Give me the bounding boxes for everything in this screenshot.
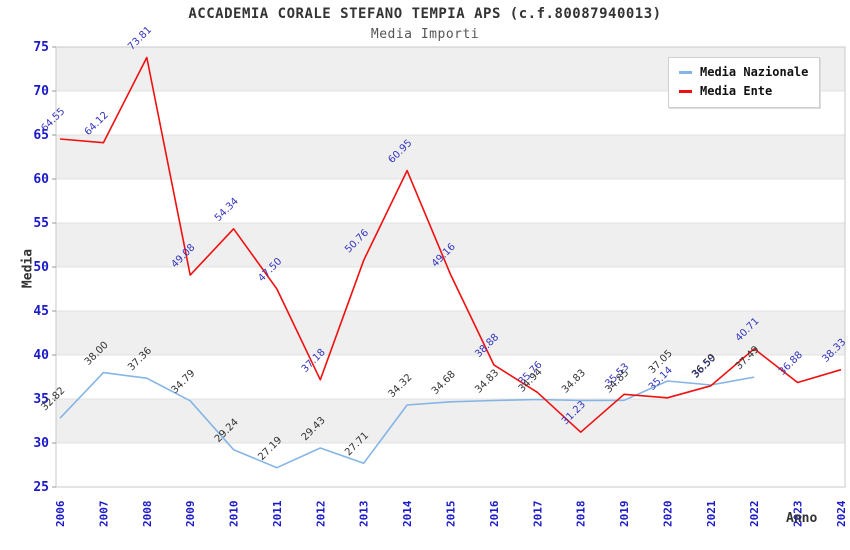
x-tick-label: 2016 xyxy=(488,500,501,527)
legend-item-media-nazionale: Media Nazionale xyxy=(679,65,819,79)
legend-item-media-ente: Media Ente xyxy=(679,84,819,98)
x-tick-label: 2023 xyxy=(792,501,805,528)
x-tick-label: 2015 xyxy=(445,501,458,528)
x-tick-label: 2024 xyxy=(835,500,848,527)
y-tick-label: 35 xyxy=(33,392,49,407)
y-tick-label: 75 xyxy=(33,40,49,55)
y-tick-label: 30 xyxy=(33,436,49,451)
legend: Media Nazionale Media Ente xyxy=(668,57,820,108)
grid-band xyxy=(56,399,845,443)
point-label-nazionale: 34.83 xyxy=(473,368,501,396)
point-label-nazionale: 36.59 xyxy=(690,352,718,380)
x-tick-label: 2018 xyxy=(575,501,588,528)
chart-subtitle: Media Importi xyxy=(370,27,480,42)
point-label-nazionale: 34.83 xyxy=(560,368,588,396)
point-label-ente: 64.12 xyxy=(83,110,111,138)
y-tick-label: 25 xyxy=(33,480,49,495)
x-tick-label: 2011 xyxy=(271,500,284,527)
x-tick-label: 2009 xyxy=(184,501,197,528)
point-label-ente: 64.55 xyxy=(39,106,67,134)
x-tick-label: 2021 xyxy=(705,500,718,527)
x-tick-label: 2010 xyxy=(228,501,241,528)
point-label-ente: 54.34 xyxy=(213,196,241,224)
point-label-nazionale: 34.32 xyxy=(386,372,414,400)
y-tick-label: 70 xyxy=(33,84,49,99)
x-tick-label: 2022 xyxy=(748,501,761,528)
y-tick-label: 60 xyxy=(33,172,49,187)
y-tick-label: 65 xyxy=(33,128,49,143)
series-line-media-ente xyxy=(59,56,842,434)
x-tick-label: 2019 xyxy=(618,501,631,528)
x-tick-label: 2020 xyxy=(661,501,674,528)
x-tick-label: 2014 xyxy=(401,500,414,527)
point-label-nazionale: 34.68 xyxy=(430,369,458,397)
x-tick-label: 2017 xyxy=(531,501,544,528)
x-tick-label: 2006 xyxy=(54,500,67,527)
legend-swatch-ente-icon xyxy=(679,89,692,93)
grid-band xyxy=(56,135,845,179)
chart-title: ACCADEMIA CORALE STEFANO TEMPIA APS (c.f… xyxy=(188,6,662,22)
x-tick-label: 2008 xyxy=(141,501,154,528)
point-label-nazionale: 34.79 xyxy=(170,368,198,396)
legend-label-ente: Media Ente xyxy=(700,84,773,98)
y-tick-label: 55 xyxy=(33,216,49,231)
y-axis-title: Media xyxy=(20,248,36,289)
y-tick-label: 50 xyxy=(33,260,49,275)
y-tick-label: 45 xyxy=(33,304,49,319)
x-tick-label: 2013 xyxy=(358,501,371,528)
legend-swatch-nazionale-icon xyxy=(679,70,692,74)
x-axis-title: Anno xyxy=(786,511,818,526)
legend-label-nazionale: Media Nazionale xyxy=(700,65,809,79)
x-tick-label: 2012 xyxy=(314,501,327,528)
grid-band xyxy=(56,311,845,355)
x-tick-label: 2007 xyxy=(97,501,110,528)
series-line-media-nazionale xyxy=(59,371,755,469)
y-tick-label: 40 xyxy=(33,348,49,363)
